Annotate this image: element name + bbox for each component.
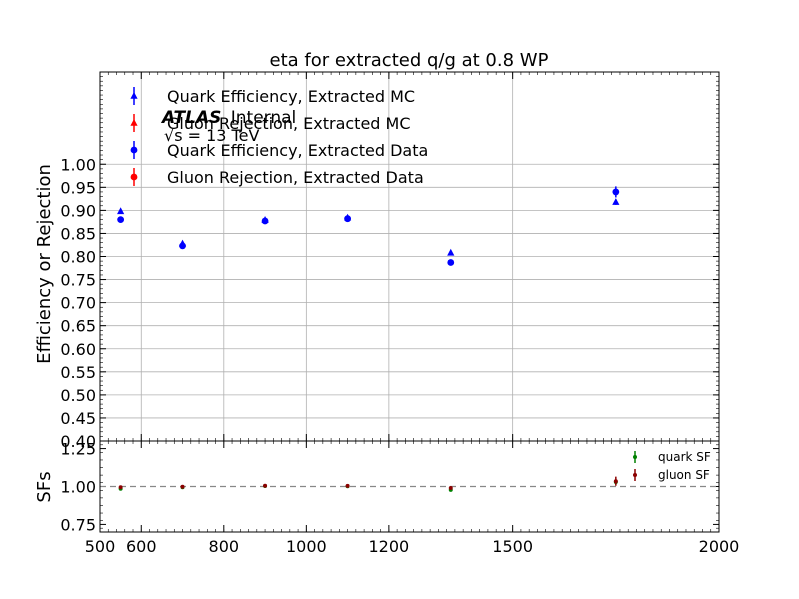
legend-marker xyxy=(633,473,637,477)
data-point xyxy=(345,483,350,488)
x-tick-label: 1000 xyxy=(286,537,327,556)
bottom-plot-frame xyxy=(99,440,720,533)
y-tick-label: 0.95 xyxy=(60,178,96,197)
bottom-panel: 0.75 1.00 1.25 SFs 500 600 800 1000 1200 1500 20… xyxy=(34,440,739,556)
legend-entry-label: Quark Efficiency, Extracted Data xyxy=(167,141,428,160)
data-point xyxy=(180,484,185,489)
y-tick-label: 0.55 xyxy=(60,363,96,382)
y-tick-label: 0.90 xyxy=(60,201,96,220)
data-point xyxy=(263,483,268,488)
x-tick-label: 500 xyxy=(85,537,116,556)
legend-marker xyxy=(130,119,138,126)
x-ticks: 500 600 800 1000 1200 1500 2000 xyxy=(85,441,740,556)
atlas-experiment: ATLAS xyxy=(160,108,221,128)
legend-entry-label: quark SF xyxy=(658,450,711,464)
bottom-y-axis-label: SFs xyxy=(34,471,55,502)
chart-title: eta for extracted q/g at 0.8 WP xyxy=(270,50,549,71)
legend-entry-label: Quark Efficiency, Extracted MC xyxy=(167,87,415,106)
legend-marker xyxy=(130,92,138,99)
y-tick-label: 1.00 xyxy=(60,155,96,174)
y-tick-label: 0.40 xyxy=(60,432,96,451)
top-y-ticks: 0.40 0.45 0.50 0.55 0.60 0.65 0.70 0.75 0.80 0.85… xyxy=(60,71,719,451)
legend-entry-label: Gluon Rejection, Extracted Data xyxy=(167,168,424,187)
top-grid xyxy=(100,72,719,441)
data-point xyxy=(612,198,620,205)
y-tick-label: 0.65 xyxy=(60,317,96,336)
bottom-legend: quark SF gluon SF xyxy=(633,450,711,482)
y-tick-label: 0.75 xyxy=(60,271,96,290)
x-tick-label: 2000 xyxy=(699,537,740,556)
x-tick-label: 1500 xyxy=(492,537,533,556)
data-point xyxy=(118,485,123,490)
top-legend: Quark Efficiency, Extracted MC Gluon Reje… xyxy=(130,87,428,187)
y-tick-label: 0.80 xyxy=(60,248,96,267)
data-point xyxy=(448,486,453,491)
atlas-label: ATLAS Internal √s = 13 TeV xyxy=(160,108,296,145)
data-point xyxy=(613,479,618,484)
x-tick-label: 800 xyxy=(209,537,240,556)
y-tick-label: 0.50 xyxy=(60,386,96,405)
y-tick-label: 0.75 xyxy=(60,515,96,534)
x-tick-label: 600 xyxy=(126,537,157,556)
legend-entry-label: Gluon Rejection, Extracted MC xyxy=(167,114,411,133)
y-tick-label: 1.00 xyxy=(60,478,96,497)
x-tick-label: 1200 xyxy=(369,537,410,556)
atlas-status: Internal xyxy=(231,108,297,128)
y-tick-label: 1.25 xyxy=(60,440,96,459)
data-point xyxy=(612,188,620,196)
legend-marker xyxy=(130,146,138,154)
bottom-y-ticks: 0.75 1.00 1.25 xyxy=(60,440,719,534)
data-point xyxy=(261,217,269,225)
data-point xyxy=(344,215,351,223)
legend-entry-label: gluon SF xyxy=(658,468,710,482)
top-panel: 0.40 0.45 0.50 0.55 0.60 0.65 0.70 0.75 0.80 0.85… xyxy=(34,71,720,532)
data-point xyxy=(117,207,125,215)
y-tick-label: 0.70 xyxy=(60,294,96,313)
legend-marker xyxy=(130,173,138,181)
svg-text:ATLAS Internal: ATLAS Internal xyxy=(160,108,296,128)
data-point xyxy=(447,248,455,256)
legend-marker xyxy=(633,455,637,459)
data-point xyxy=(447,259,455,266)
y-tick-label: 0.60 xyxy=(60,340,96,359)
data-point xyxy=(117,216,125,224)
bottom-data-points xyxy=(118,476,618,492)
top-data-points xyxy=(117,186,620,266)
y-tick-label: 0.85 xyxy=(60,224,96,243)
data-point xyxy=(179,242,186,250)
atlas-energy: √s = 13 TeV xyxy=(164,126,259,145)
y-tick-label: 0.45 xyxy=(60,409,96,428)
top-y-axis-label: Efficiency or Rejection xyxy=(34,164,55,364)
